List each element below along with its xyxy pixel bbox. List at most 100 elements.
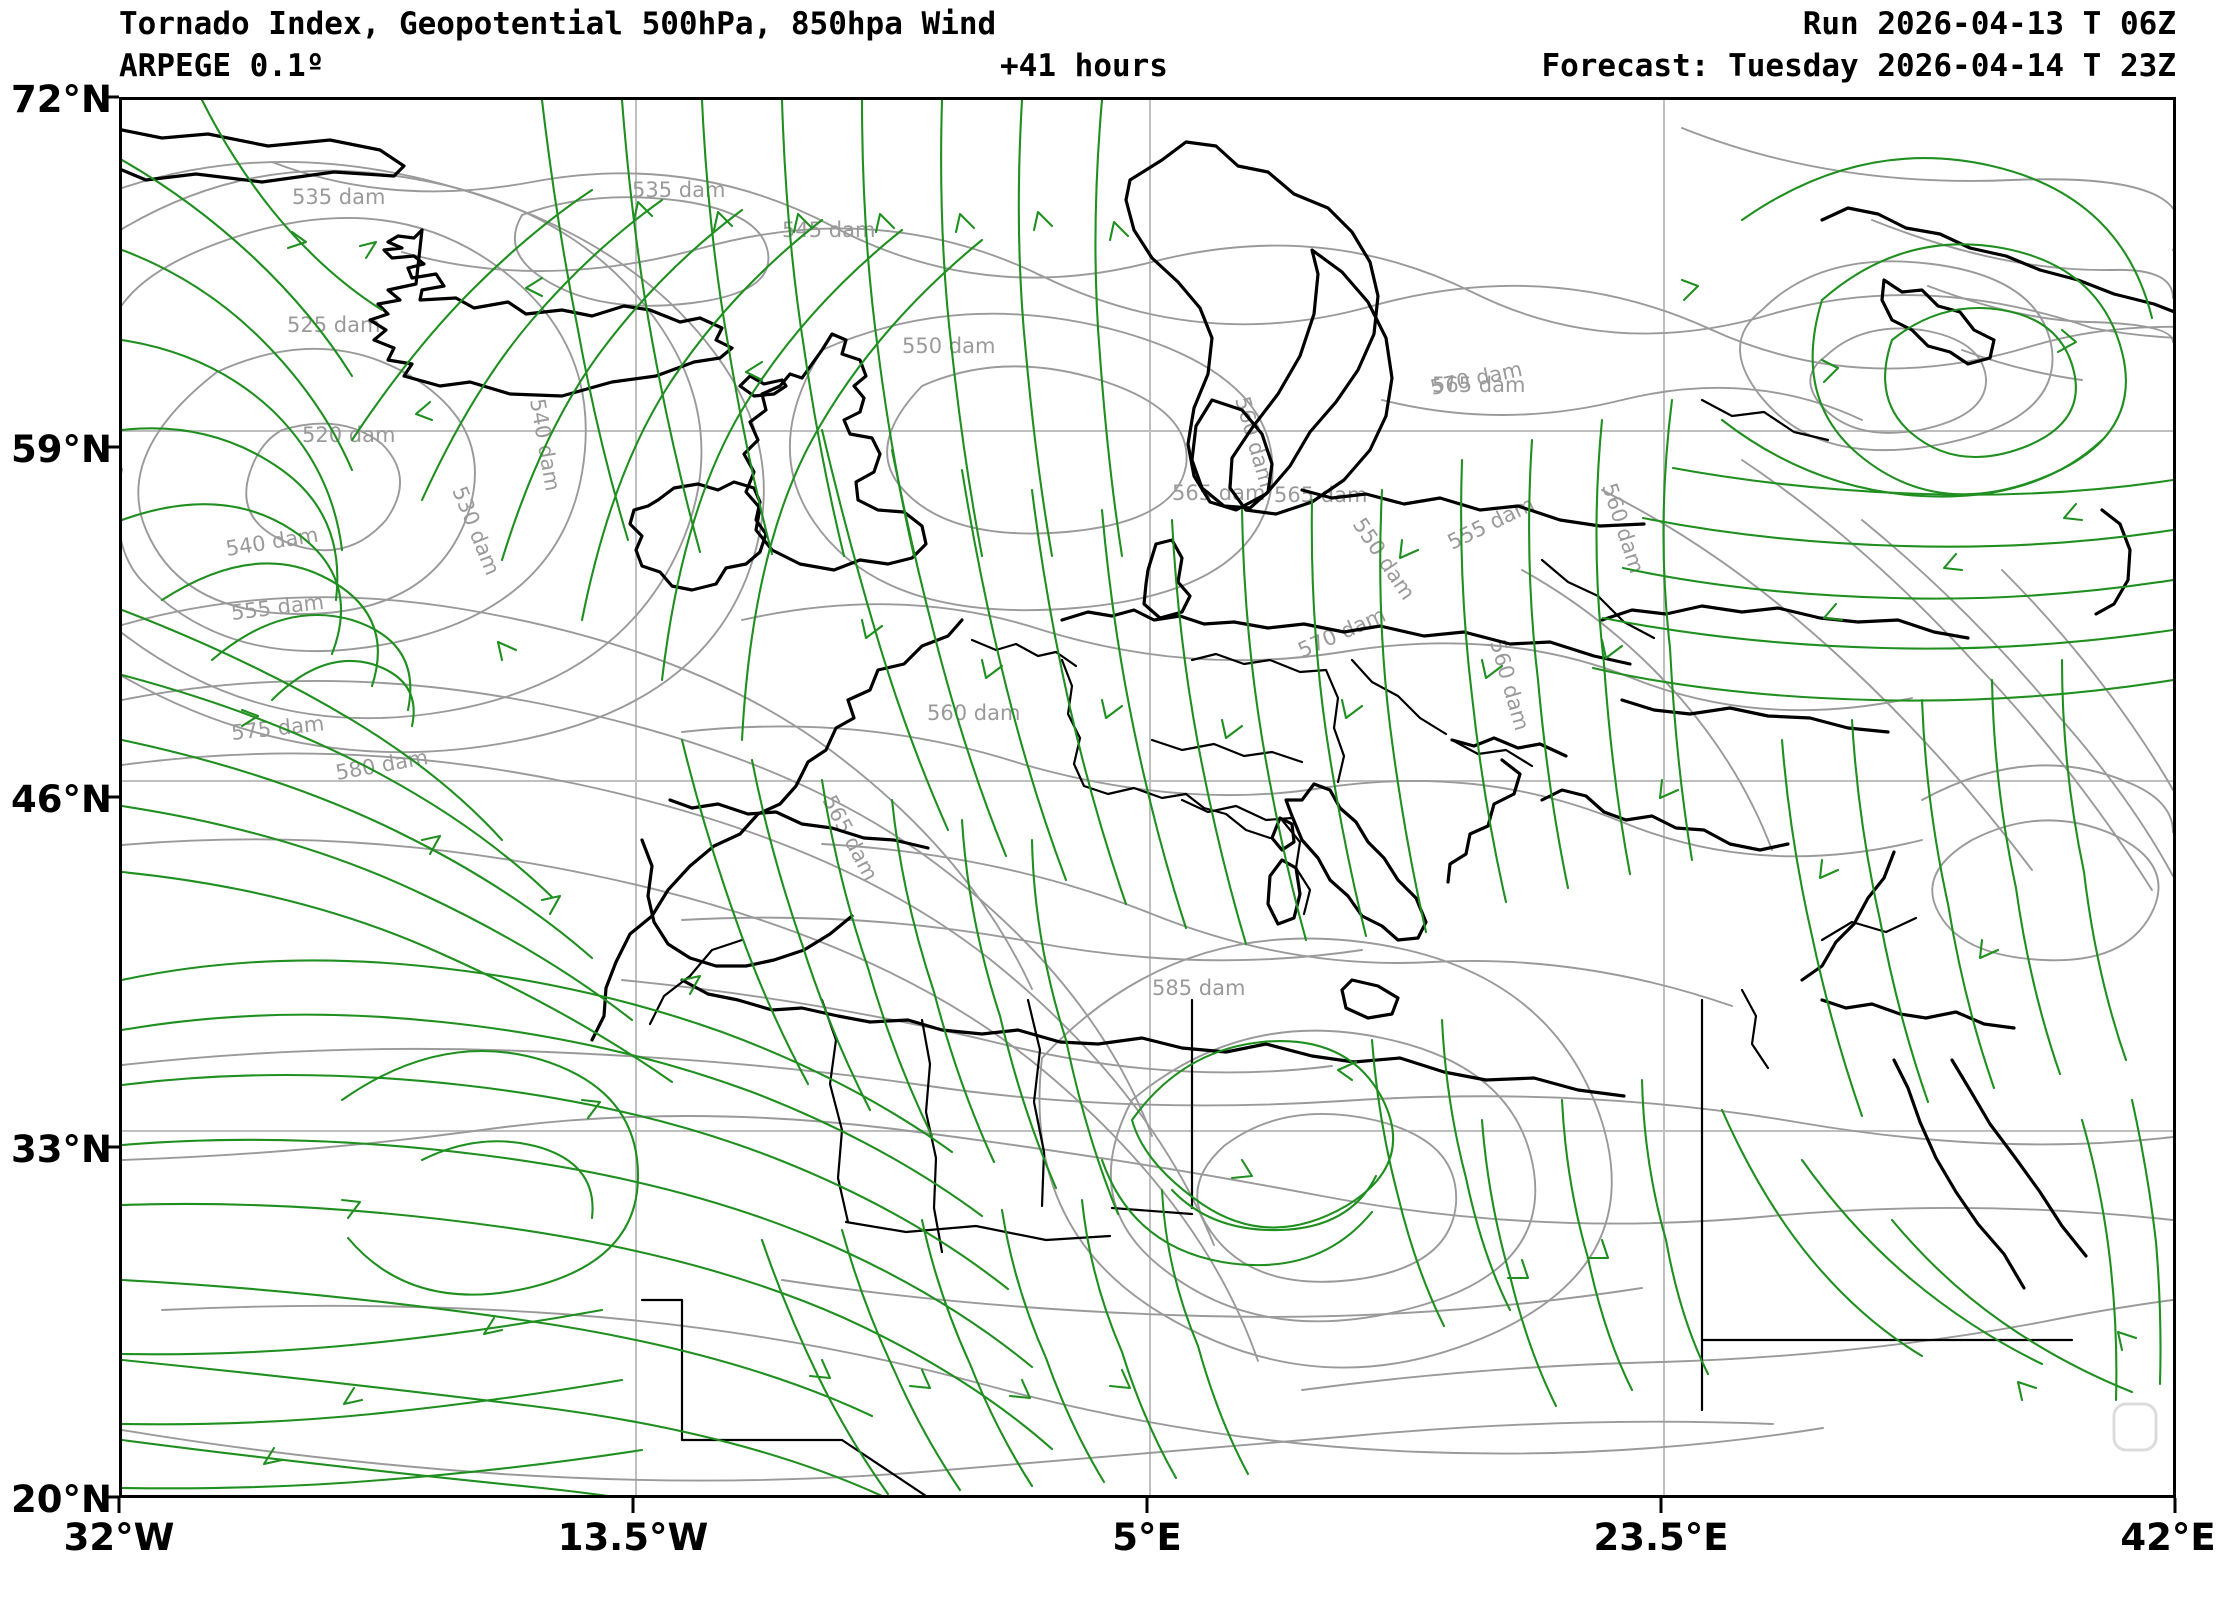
streamline-50 <box>1662 398 1694 862</box>
border-western-sahara <box>640 1298 927 1495</box>
streamline-18 <box>580 218 824 622</box>
arrowhead-45 <box>1658 778 1680 800</box>
streamline-44 <box>1130 1040 1395 1229</box>
contour-555-scotland <box>789 312 1274 612</box>
contour-label-555-se: 555 dam <box>1444 492 1538 555</box>
contour-label-540: 540 dam <box>224 523 320 561</box>
coast-levant <box>1800 850 1896 982</box>
map-plot-area[interactable]: 535 dam 535 dam 545 dam 525 dam 520 dam … <box>119 97 2176 1498</box>
coast-gulf-finland <box>1300 488 1646 528</box>
y-tick-label-72N: 72°N <box>11 78 112 121</box>
streamline-61 <box>1850 718 1930 1104</box>
streamline-41 <box>890 798 996 1164</box>
contour-565-sicily <box>1109 1029 1537 1323</box>
arrowhead-31 <box>908 1368 932 1390</box>
coast-hebrides <box>738 374 788 398</box>
streamline-31 <box>960 468 1068 882</box>
arrowhead-47 <box>1978 938 2000 960</box>
border-romania-south <box>1450 738 1534 768</box>
map-canvas[interactable]: 535 dam 535 dam 545 dam 525 dam 520 dam … <box>122 100 2173 1495</box>
coast-corsica <box>1270 816 1296 852</box>
contour-label-520: 520 dam <box>302 423 395 447</box>
streamline-74 <box>122 1378 624 1426</box>
coast-red-sea-west <box>1892 1058 2026 1290</box>
contour-568 <box>681 916 1363 962</box>
contour-label-550-scot: 550 dam <box>902 334 995 358</box>
streamline-75 <box>122 1448 644 1490</box>
streamline-58 <box>1601 616 2173 650</box>
arrowhead-49 <box>580 1098 602 1120</box>
arrowhead-22 <box>1822 602 1844 622</box>
streamline-29 <box>820 428 950 832</box>
contour-583 <box>781 1279 1643 1318</box>
y-tick-label-46N: 46°N <box>11 778 112 821</box>
wind-streamlines <box>122 100 2173 1495</box>
streamline-67 <box>122 1073 1010 1291</box>
arrowhead-12 <box>1108 220 1130 242</box>
streamline-10 <box>122 608 504 842</box>
streamline-45 <box>1170 1174 1378 1232</box>
streamline-8 <box>210 613 412 712</box>
arrowhead-36 <box>2016 1380 2038 1402</box>
x-tick-label-32W: 32°W <box>63 1516 175 1559</box>
contour-520 <box>245 422 401 552</box>
streamline-72 <box>122 1438 609 1495</box>
border-poland-north <box>1190 652 1328 674</box>
contour-555-baltic <box>1381 386 1863 421</box>
contour-label-560-ukr: 560 dam <box>1597 480 1649 576</box>
contour-545a <box>122 680 1153 1137</box>
border-syria-iraq <box>1820 916 1918 942</box>
arrowhead-11 <box>1032 210 1054 232</box>
contour-555-russia-low <box>1739 260 2054 452</box>
coast-scandinavia-west <box>1124 140 1380 512</box>
streamline-73 <box>122 1308 604 1356</box>
y-tick-label-59N: 59°N <box>11 428 112 471</box>
contour-560-ceurope <box>741 603 1913 712</box>
streamline-91 <box>1440 1018 1512 1312</box>
contour-565-greece <box>1921 764 2173 833</box>
arrowhead-18 <box>1480 658 1504 680</box>
arrowhead-16 <box>1220 718 1244 740</box>
streamline-47 <box>1460 458 1508 904</box>
streamline-86 <box>1800 1158 2044 1366</box>
streamline-77 <box>840 1228 962 1492</box>
border-austria-hungary <box>1180 798 1294 822</box>
arrowhead-3 <box>414 400 434 422</box>
streamline-85 <box>1720 1108 1924 1358</box>
arrowhead-1 <box>286 230 308 250</box>
streamline-57 <box>1621 566 2173 600</box>
streamline-79 <box>1000 1208 1106 1484</box>
contour-label-545: 545 dam <box>782 218 875 242</box>
coast-black-sea-south <box>1620 698 1890 734</box>
geopotential-contours <box>122 127 2173 1482</box>
contour-label-535-b: 535 dam <box>632 178 725 202</box>
streamline-14 <box>122 870 674 1084</box>
streamline-33 <box>1100 508 1188 930</box>
arrowhead-9 <box>874 212 896 234</box>
arrowhead-48 <box>340 1198 362 1220</box>
streamline-70 <box>122 1278 874 1418</box>
border-sahara-south <box>844 1220 1112 1242</box>
contour-560-greece <box>1931 819 2160 962</box>
contour-535b <box>122 161 765 754</box>
contour-565-east <box>1871 219 2173 299</box>
contour-label-565-russia: 565 dam <box>1432 373 1525 397</box>
streamline-1 <box>200 100 384 312</box>
arrowhead-27 <box>482 1316 504 1336</box>
arrowhead-30 <box>808 1358 832 1380</box>
coast-aegean-north <box>1450 736 1568 758</box>
streamline-19 <box>660 228 904 682</box>
coast-egypt-north <box>1820 998 2016 1030</box>
contour-535-cell-north <box>513 196 770 307</box>
streamline-56 <box>1641 516 2173 548</box>
coast-atlantic-europe <box>590 618 964 1042</box>
arrowhead-10 <box>954 212 976 234</box>
arrowhead-4 <box>240 708 260 728</box>
border-poland-east <box>1324 668 1346 784</box>
streamline-66 <box>122 1013 984 1218</box>
coast-red-sea-east <box>1950 1058 2088 1258</box>
streamline-32 <box>1030 488 1128 906</box>
header-row-bottom: ARPEGE 0.1º +41 hours Forecast: Tuesday … <box>0 44 2233 88</box>
streamline-2 <box>122 158 354 378</box>
border-libya-south <box>1110 1206 1194 1216</box>
